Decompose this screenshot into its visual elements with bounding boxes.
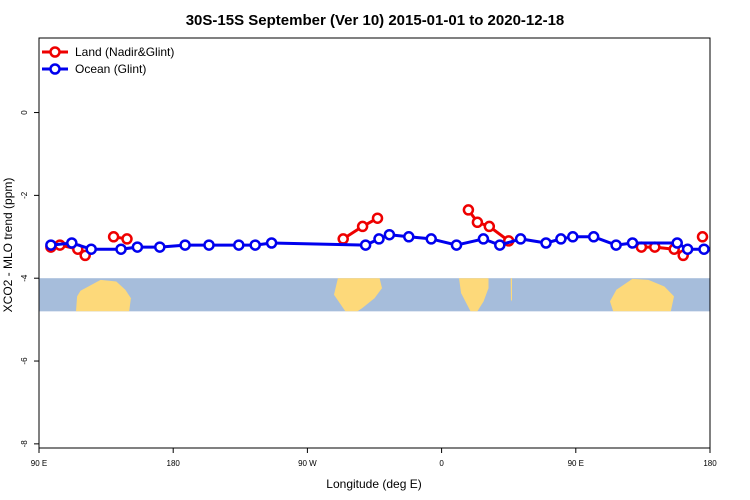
data-point-land <box>107 231 120 243</box>
data-point-ocean <box>425 233 437 245</box>
map-land-shape <box>76 279 131 312</box>
data-point-land <box>696 231 709 243</box>
data-point-ocean <box>587 231 600 243</box>
data-point-ocean <box>450 239 463 251</box>
data-point-ocean <box>403 231 415 243</box>
x-tick-label: 0 <box>439 459 444 468</box>
data-point-ocean <box>555 233 567 245</box>
data-point-ocean <box>233 239 245 251</box>
data-point-ocean <box>671 237 683 249</box>
data-point-ocean <box>179 239 191 251</box>
legend-marker-ocean <box>49 63 61 75</box>
y-tick-label: -2 <box>20 191 29 199</box>
chart-title: 30S-15S September (Ver 10) 2015-01-01 to… <box>186 12 565 29</box>
data-point-ocean <box>203 239 215 251</box>
data-point-ocean <box>494 239 506 251</box>
data-point-ocean <box>681 243 694 255</box>
data-point-ocean <box>626 237 639 249</box>
data-point-ocean <box>540 237 552 249</box>
map-land-shape <box>610 278 674 312</box>
x-axis-label: Longitude (deg E) <box>326 477 421 491</box>
data-point-land <box>483 220 496 233</box>
map-land-shape <box>510 278 512 302</box>
map-land-shape <box>459 278 489 312</box>
map-land <box>76 278 674 312</box>
x-tick-label: 180 <box>167 459 181 468</box>
legend-label-land: Land (Nadir&Glint) <box>75 45 174 59</box>
y-tick-label: -4 <box>20 274 29 282</box>
map-land-shape <box>334 278 382 312</box>
y-tick-label: 0 <box>20 110 29 115</box>
legend: Land (Nadir&Glint) Ocean (Glint) <box>42 45 174 76</box>
data-point-ocean <box>265 237 278 249</box>
data-point-land <box>371 212 384 224</box>
data-point-ocean <box>154 241 166 253</box>
plot-frame <box>38 37 711 449</box>
data-point-land <box>471 216 484 229</box>
data-point-ocean <box>85 243 97 255</box>
y-axis: 0 -2 -4 -6 -8 <box>20 110 39 448</box>
x-tick-label: 90 E <box>31 459 47 468</box>
data-point-land <box>356 220 369 233</box>
map-band <box>39 278 710 312</box>
legend-label-ocean: Ocean (Glint) <box>75 62 146 76</box>
data-point-land <box>337 233 349 245</box>
data-point-ocean <box>359 239 372 251</box>
x-tick-label: 180 <box>703 459 717 468</box>
data-point-land <box>462 204 475 216</box>
data-point-ocean <box>45 239 57 251</box>
x-axis: 90 E 180 90 W 0 90 E 180 <box>31 448 717 468</box>
legend-marker-land <box>49 46 61 58</box>
data-point-ocean <box>249 239 261 251</box>
y-tick-label: -6 <box>20 357 29 365</box>
data-point-ocean <box>477 233 490 245</box>
data-point-ocean <box>514 233 527 245</box>
x-tick-label: 90 E <box>568 459 584 468</box>
data-point-ocean <box>698 243 710 255</box>
x-tick-label: 90 W <box>298 459 317 468</box>
series-line-land <box>467 209 510 243</box>
data-point-ocean <box>383 228 396 241</box>
y-tick-label: -8 <box>20 440 29 448</box>
data-point-ocean <box>567 231 579 243</box>
data-point-land <box>121 233 133 245</box>
y-axis-label: XCO2 - MLO trend (ppm) <box>1 178 15 313</box>
data-point-ocean <box>610 239 622 251</box>
data-point-ocean <box>66 237 78 249</box>
data-point-ocean <box>373 233 385 245</box>
series-layer <box>45 204 710 262</box>
data-point-ocean <box>131 241 144 253</box>
data-point-ocean <box>115 243 127 255</box>
